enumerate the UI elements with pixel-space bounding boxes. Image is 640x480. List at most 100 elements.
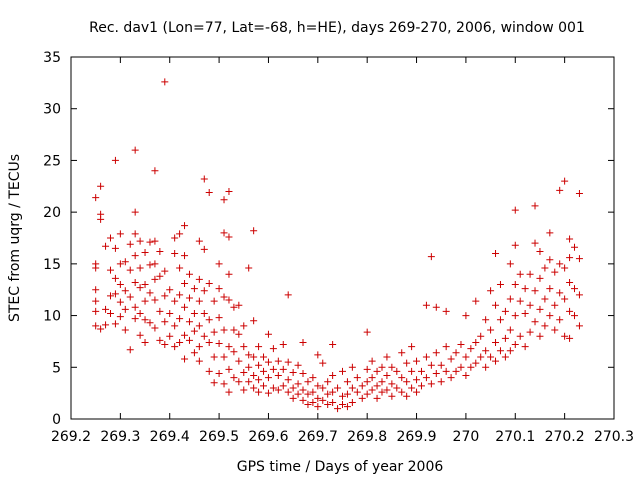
data-point	[363, 378, 371, 386]
data-point	[156, 247, 164, 255]
data-point	[561, 264, 569, 272]
data-point	[496, 281, 504, 289]
data-point	[230, 374, 238, 382]
data-point	[205, 316, 213, 324]
data-point	[413, 388, 421, 396]
x-tick-label: 269.3	[100, 429, 140, 445]
data-point	[511, 241, 519, 249]
data-point	[284, 358, 292, 366]
data-point	[521, 310, 529, 318]
data-point	[324, 390, 332, 398]
plot-frame	[70, 56, 615, 420]
data-point	[531, 318, 539, 326]
data-point	[190, 327, 198, 335]
data-point	[141, 338, 149, 346]
data-point	[151, 167, 159, 175]
data-point	[284, 388, 292, 396]
data-point	[482, 316, 490, 324]
data-point	[506, 260, 514, 268]
data-points	[92, 78, 583, 413]
data-point	[92, 286, 100, 294]
data-point	[353, 374, 361, 382]
data-point	[492, 338, 500, 346]
y-tick-label: 5	[52, 360, 61, 376]
data-point	[403, 392, 411, 400]
data-point	[146, 319, 154, 327]
data-point	[210, 379, 218, 387]
data-point	[161, 341, 169, 349]
data-point	[289, 368, 297, 376]
data-point	[319, 359, 327, 367]
data-point	[106, 292, 114, 300]
data-point	[240, 322, 248, 330]
data-point	[511, 206, 519, 214]
data-point	[181, 222, 189, 230]
data-point	[269, 345, 277, 353]
data-point	[477, 332, 485, 340]
data-point	[131, 230, 139, 238]
data-point	[260, 382, 268, 390]
data-point	[215, 285, 223, 293]
x-tick-label: 270.3	[594, 429, 634, 445]
data-point	[284, 376, 292, 384]
data-point	[422, 374, 430, 382]
data-point	[225, 187, 233, 195]
data-point	[314, 403, 322, 411]
data-point	[501, 307, 509, 315]
data-point	[566, 235, 574, 243]
data-point	[413, 357, 421, 365]
data-point	[230, 303, 238, 311]
data-point	[398, 349, 406, 357]
data-point	[408, 367, 416, 375]
data-point	[176, 230, 184, 238]
data-point	[176, 315, 184, 323]
data-point	[561, 332, 569, 340]
data-point	[176, 291, 184, 299]
data-point	[156, 307, 164, 315]
data-point	[447, 374, 455, 382]
data-point	[225, 343, 233, 351]
data-point	[205, 338, 213, 346]
data-point	[417, 367, 425, 375]
data-point	[319, 384, 327, 392]
data-point	[166, 332, 174, 340]
data-point	[220, 380, 228, 388]
x-tick-label: 270.2	[545, 429, 585, 445]
data-point	[111, 156, 119, 164]
data-point	[457, 363, 465, 371]
x-tick-label: 269.7	[298, 429, 338, 445]
data-point	[195, 297, 203, 305]
data-point	[131, 146, 139, 154]
data-point	[506, 295, 514, 303]
data-point	[506, 326, 514, 334]
data-point	[571, 285, 579, 293]
data-point	[472, 359, 480, 367]
data-point	[417, 382, 425, 390]
data-point	[511, 281, 519, 289]
data-point	[111, 320, 119, 328]
data-point	[378, 378, 386, 386]
data-point	[393, 384, 401, 392]
data-point	[477, 353, 485, 361]
data-point	[92, 297, 100, 305]
data-point	[452, 367, 460, 375]
data-point	[373, 367, 381, 375]
data-point	[136, 284, 144, 292]
data-point	[269, 384, 277, 392]
data-point	[195, 322, 203, 330]
data-point	[102, 321, 110, 329]
data-point	[240, 386, 248, 394]
data-point	[575, 255, 583, 263]
data-point	[215, 339, 223, 347]
data-point	[422, 353, 430, 361]
data-point	[516, 270, 524, 278]
data-point	[329, 341, 337, 349]
data-point	[131, 252, 139, 260]
data-point	[314, 394, 322, 402]
data-point	[398, 388, 406, 396]
data-point	[190, 310, 198, 318]
data-point	[235, 357, 243, 365]
data-point	[141, 281, 149, 289]
data-point	[329, 388, 337, 396]
